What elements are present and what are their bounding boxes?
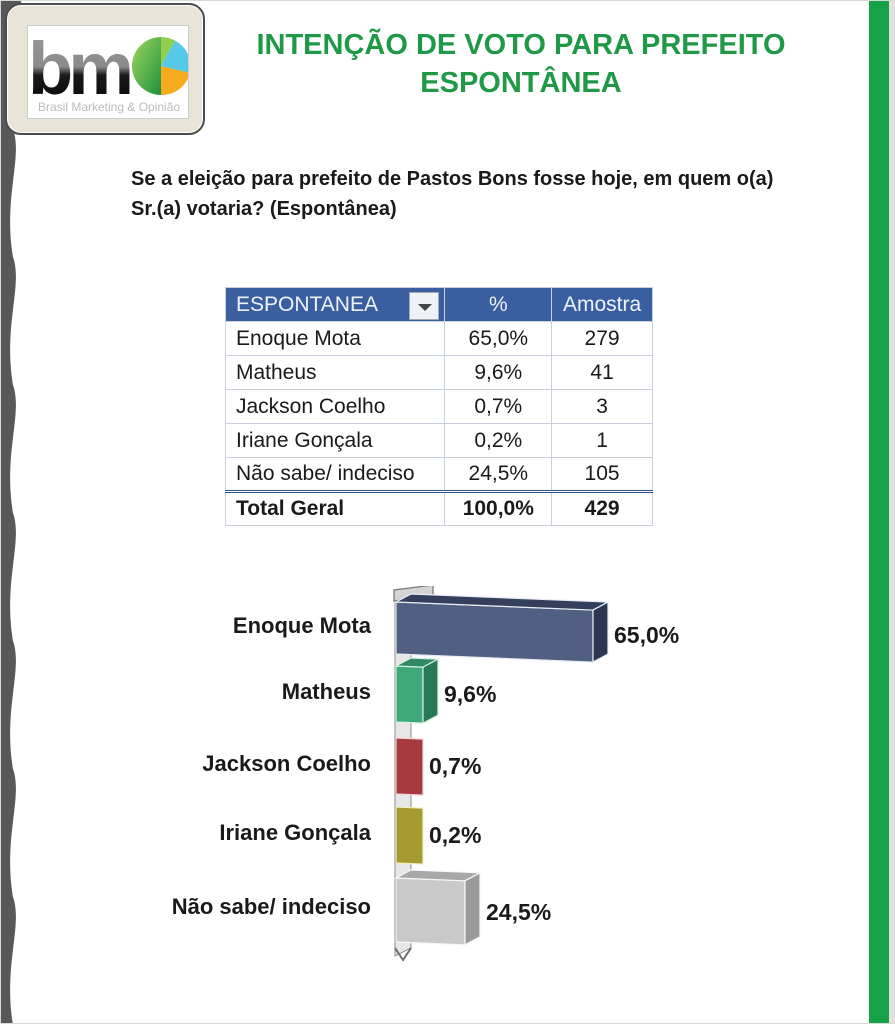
svg-text:9,6%: 9,6% bbox=[444, 681, 496, 707]
svg-text:0,7%: 0,7% bbox=[429, 753, 481, 779]
svg-text:bm: bm bbox=[28, 27, 130, 110]
svg-text:0,2%: 0,2% bbox=[429, 822, 481, 848]
svg-text:24,5%: 24,5% bbox=[486, 899, 551, 925]
svg-text:65,0%: 65,0% bbox=[614, 622, 679, 648]
